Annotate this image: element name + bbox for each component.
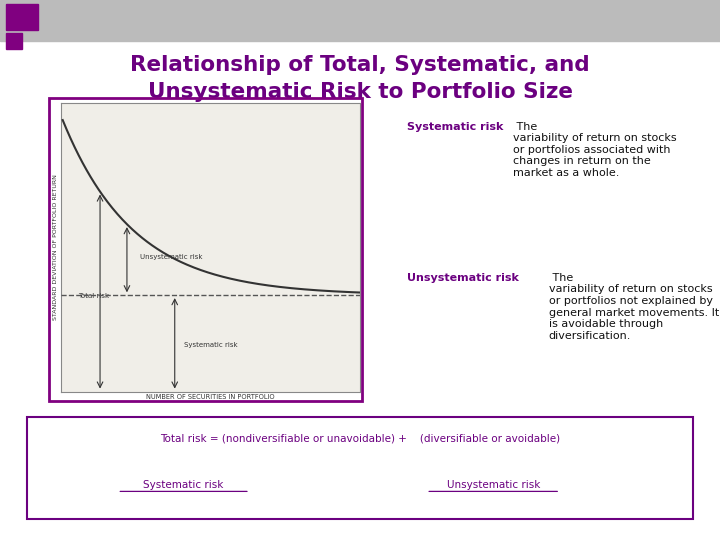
Text: The
variability of return on stocks
or portfolios not explained by
general marke: The variability of return on stocks or p…	[549, 273, 719, 341]
Text: Systematic risk: Systematic risk	[143, 480, 224, 490]
Text: Unsystematic risk: Unsystematic risk	[446, 480, 540, 490]
FancyBboxPatch shape	[27, 417, 693, 519]
Text: Total risk = (nondiversifiable or unavoidable) +    (diversifiable or avoidable): Total risk = (nondiversifiable or unavoi…	[160, 434, 560, 443]
Text: Systematic risk The
variability of return on stocks
or portfolios associated wit: Systematic risk The variability of retur…	[407, 122, 570, 178]
X-axis label: NUMBER OF SECURITIES IN PORTFOLIO: NUMBER OF SECURITIES IN PORTFOLIO	[146, 394, 275, 400]
Text: Unsystematic risk: Unsystematic risk	[407, 273, 518, 283]
Text: Systematic risk: Systematic risk	[184, 342, 238, 348]
Text: Unsystematic risk: Unsystematic risk	[140, 254, 203, 260]
Text: Systematic risk: Systematic risk	[407, 122, 503, 132]
Bar	[6, 4, 38, 30]
Text: Total risk: Total risk	[78, 293, 109, 299]
Bar	[6, 33, 22, 49]
Y-axis label: STANDARD DEVIATION OF PORTFOLIO RETURN: STANDARD DEVIATION OF PORTFOLIO RETURN	[53, 174, 58, 320]
Bar	[0, 0, 720, 40]
Text: Relationship of Total, Systematic, and
Unsystematic Risk to Portfolio Size: Relationship of Total, Systematic, and U…	[130, 55, 590, 102]
Text: The
variability of return on stocks
or portfolios associated with
changes in ret: The variability of return on stocks or p…	[513, 122, 677, 178]
